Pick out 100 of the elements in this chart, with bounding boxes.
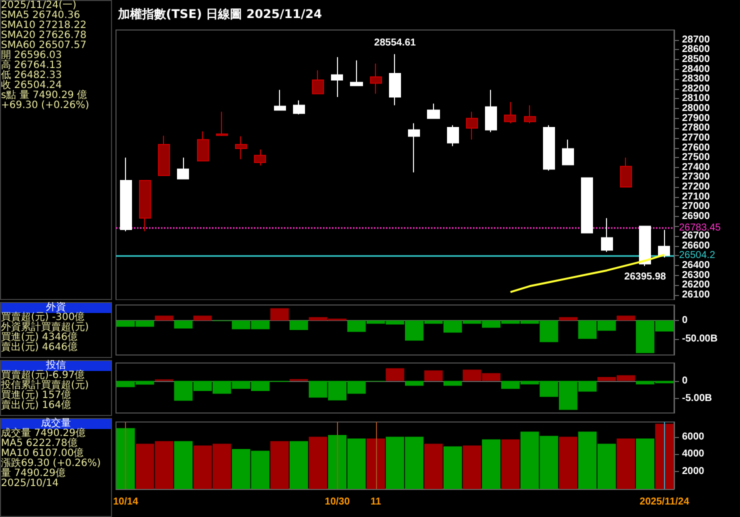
- candlestick: [485, 89, 497, 133]
- text: 量 7490.29億: [1, 468, 67, 479]
- x-tick-label: 10/14: [113, 496, 139, 508]
- y-tick-label: 28400: [682, 64, 710, 75]
- candlestick: [120, 157, 132, 232]
- y-tick-label: 26600: [682, 240, 710, 252]
- bar: [174, 441, 193, 489]
- bar: [405, 380, 424, 386]
- y-tick-label: 26900: [682, 210, 710, 222]
- text: 收 26504.24: [1, 80, 62, 91]
- candlestick: [466, 111, 478, 140]
- bar: [482, 439, 500, 489]
- bar: [558, 436, 578, 489]
- text: 漲跌69.30 (+0.26%): [1, 458, 102, 469]
- text: 外資累計買賣超(元): [1, 322, 90, 333]
- bar: [616, 316, 636, 320]
- chart-title: 加權指數(TSE) 日線圖 2025/11/24: [118, 7, 322, 21]
- y-tick-label: 27400: [682, 162, 710, 173]
- y-tick-label: 28000: [682, 103, 710, 114]
- text: SMA20 27626.78: [1, 30, 88, 41]
- bar: [424, 370, 443, 381]
- bar: [636, 438, 654, 489]
- candlestick: [562, 139, 574, 166]
- y-tick-label: 6000: [682, 431, 705, 442]
- y-tick-label: 27200: [682, 182, 710, 193]
- candlestick: [177, 157, 189, 180]
- candlestick: [216, 111, 228, 136]
- text: 買賣超(元) -300億: [1, 312, 85, 323]
- text: 買進(元) 4346億: [1, 332, 78, 343]
- y-tick-label: 28700: [682, 34, 710, 46]
- candlestick: [543, 124, 555, 172]
- y-tick-label: 28300: [682, 74, 710, 85]
- text: MA10 6107.00億: [1, 448, 84, 459]
- candlestick: [504, 101, 516, 124]
- candlestick: [370, 63, 382, 94]
- text: SMA60 26507.57: [1, 40, 88, 51]
- bar: [193, 316, 212, 320]
- bar: [443, 446, 462, 489]
- text: s點 量 7490.29 億: [1, 90, 88, 101]
- bar: [424, 444, 443, 489]
- candlestick: [427, 103, 440, 119]
- bar: [616, 438, 636, 489]
- bar: [443, 380, 462, 386]
- candlestick: [197, 130, 209, 162]
- y-tick-label: 27600: [682, 142, 710, 154]
- y-tick-label: 27500: [682, 152, 710, 164]
- annotation: 26395.98: [624, 271, 666, 282]
- candlestick: [139, 180, 151, 232]
- candlestick: [274, 89, 286, 111]
- y-tick-label: 2000: [682, 466, 705, 478]
- x-tick-label: 11: [370, 496, 382, 508]
- text: SMA10 27218.22: [1, 20, 88, 31]
- text: 2025/10/14: [1, 478, 60, 489]
- bar: [386, 368, 404, 381]
- candlestick: [254, 148, 266, 166]
- chart-title: 成交量: [1, 418, 111, 429]
- chart-title: 投信: [1, 360, 111, 371]
- candlestick: [158, 135, 170, 176]
- candlestick: [581, 177, 593, 234]
- bar: [366, 438, 385, 489]
- y-tick-label: 4000: [682, 448, 705, 460]
- y-tick-label: 27000: [682, 201, 710, 212]
- candlestick: [235, 136, 247, 160]
- y-tick-label: 28100: [682, 93, 710, 104]
- bar: [501, 439, 520, 489]
- y-tick-label: 26200: [682, 280, 710, 291]
- candlestick: [620, 157, 632, 188]
- x-tick-label: 10/30: [324, 496, 350, 508]
- y-tick-label: 0: [682, 375, 688, 386]
- text: 賣出(元) 4646億: [1, 342, 78, 353]
- y-tick-label: 28200: [682, 83, 710, 94]
- y-tick-label: 26100: [682, 290, 710, 300]
- line-series: [509, 254, 666, 294]
- bar: [462, 445, 482, 489]
- y-tick-label: 26700: [682, 230, 710, 242]
- text: 低 26482.33: [1, 70, 63, 81]
- x-tick-label: 2025/11/24: [640, 496, 690, 508]
- text: 買賣超(元)-6.97億: [1, 370, 85, 381]
- y-tick-label: 27100: [682, 191, 710, 202]
- text: 高 26764.13: [1, 60, 63, 71]
- y-tick-label: -50.00B: [682, 333, 718, 344]
- text: 買進(元) 157億: [1, 390, 72, 401]
- chart-title: 外資: [1, 302, 111, 313]
- ref-line-label: 26504.2: [679, 250, 716, 261]
- candlestick: [447, 124, 459, 147]
- candlestick: [601, 218, 613, 252]
- text: 投信累計買賣超(元): [1, 380, 90, 391]
- bar: [154, 316, 174, 320]
- y-tick-label: 27900: [682, 112, 710, 124]
- text: 賣出(元) 164億: [1, 400, 72, 411]
- candlestick: [350, 60, 363, 86]
- y-tick-label: 0: [682, 314, 688, 326]
- bar: [270, 441, 289, 489]
- candlestick: [293, 100, 305, 115]
- y-tick-label: 27300: [682, 172, 710, 183]
- y-tick-label: 26400: [682, 260, 710, 272]
- text: SMA5 26740.36: [1, 10, 80, 21]
- bar: [308, 436, 328, 489]
- text: 2025/11/24(一): [1, 0, 76, 11]
- bar: [558, 317, 578, 320]
